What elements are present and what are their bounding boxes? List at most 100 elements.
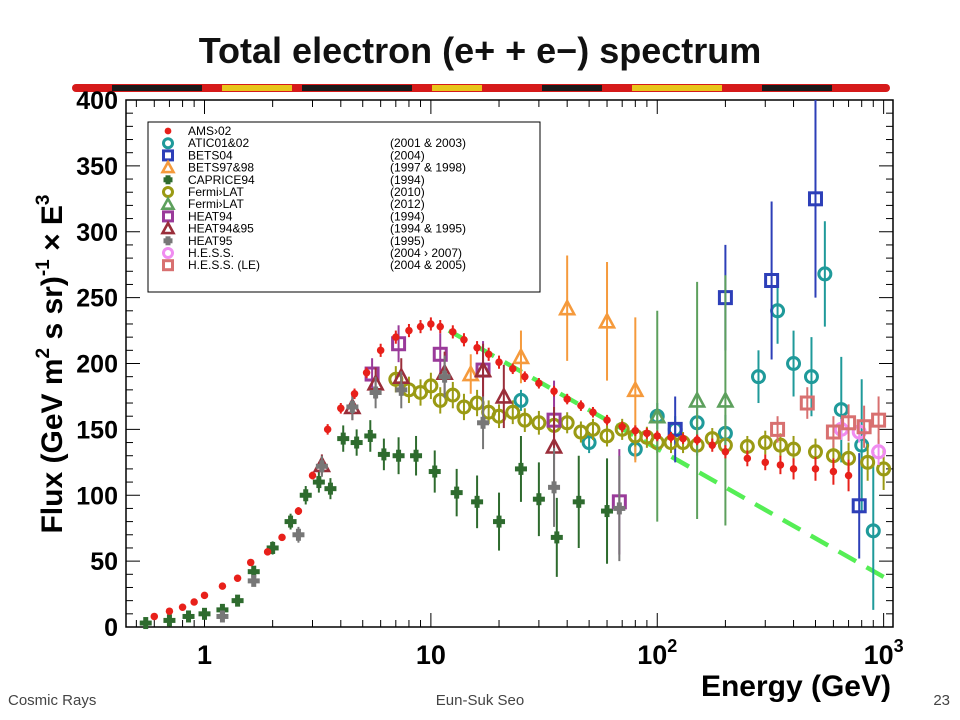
- data-point: [757, 435, 773, 451]
- data-point: [648, 406, 667, 424]
- data-point: [613, 502, 626, 515]
- legend-marker: [160, 159, 176, 174]
- data-point: [461, 364, 480, 382]
- data-point: [514, 462, 527, 475]
- slide-title: Total electron (e+ + e−) spectrum: [198, 30, 762, 71]
- data-point: [346, 400, 359, 413]
- data-point: [532, 493, 545, 506]
- data-point: [139, 617, 152, 630]
- data-point: [550, 531, 563, 544]
- data-point: [776, 461, 785, 469]
- data-point: [871, 412, 887, 428]
- data-point: [266, 541, 279, 554]
- legend-year: (2004): [390, 148, 425, 162]
- data-point: [811, 465, 820, 473]
- data-point: [247, 574, 260, 587]
- data-point: [413, 384, 429, 400]
- data-point: [572, 495, 585, 508]
- data-point: [495, 358, 503, 366]
- legend-label: ATIC01&02: [188, 136, 249, 150]
- data-point: [531, 415, 547, 431]
- data-point: [178, 603, 187, 611]
- data-point: [764, 272, 780, 288]
- data-point: [511, 347, 531, 365]
- data-point: [589, 408, 597, 416]
- y-axis-label: Flux (GeV m2 s sr)-1 × E3: [33, 194, 69, 533]
- data-point: [190, 598, 198, 606]
- data-point: [392, 333, 400, 341]
- data-point: [364, 429, 377, 442]
- series-11: [770, 387, 887, 448]
- data-point: [432, 392, 448, 408]
- data-point: [721, 448, 730, 456]
- data-point: [653, 432, 662, 440]
- data-point: [513, 392, 529, 408]
- data-point: [772, 437, 788, 453]
- data-point: [521, 372, 529, 381]
- legend-year: (1995): [390, 234, 425, 248]
- data-point: [477, 416, 490, 429]
- y-tick-label: 50: [90, 548, 118, 576]
- data-point: [456, 399, 472, 415]
- data-point: [315, 460, 328, 473]
- series-4: [139, 420, 614, 630]
- data-point: [308, 471, 317, 480]
- data-point: [844, 471, 853, 480]
- data-point: [231, 594, 244, 607]
- data-point: [165, 607, 174, 615]
- data-point: [789, 465, 798, 473]
- legend-label: H.E.S.S. (LE): [188, 258, 260, 272]
- data-point: [786, 356, 802, 371]
- data-point: [216, 610, 229, 623]
- legend-marker: [162, 247, 174, 259]
- data-point: [473, 343, 481, 352]
- y-tick-label: 100: [76, 482, 118, 510]
- data-point: [182, 610, 195, 623]
- series-0: [150, 317, 853, 621]
- data-point: [817, 266, 833, 282]
- data-point: [548, 481, 561, 494]
- legend-marker: [160, 196, 176, 210]
- data-point: [599, 428, 615, 444]
- data-point: [535, 379, 543, 388]
- x-tick-label: 102: [637, 636, 677, 670]
- data-point: [871, 444, 887, 460]
- legend-marker: [163, 236, 173, 246]
- legend-year: (2010): [390, 185, 425, 199]
- data-point: [865, 523, 881, 539]
- data-point: [494, 386, 513, 404]
- data-point: [423, 378, 439, 394]
- data-point: [491, 408, 507, 424]
- legend-year: (2012): [390, 197, 425, 211]
- data-point: [198, 607, 211, 620]
- data-point: [369, 386, 382, 399]
- data-point: [473, 360, 493, 378]
- data-point: [509, 365, 517, 373]
- data-point: [581, 435, 597, 451]
- legend-label: AMS›02: [188, 124, 232, 138]
- legend-label: BETS97&98: [188, 161, 254, 175]
- data-point: [436, 322, 444, 331]
- data-point: [597, 311, 617, 329]
- x-tick-label: 103: [864, 636, 904, 670]
- x-tick-label: 1: [197, 640, 212, 670]
- data-point: [427, 320, 435, 328]
- title-divider-bar: [72, 84, 890, 92]
- data-point: [233, 574, 242, 583]
- footer-author: Eun-Suk Seo: [435, 692, 525, 709]
- legend-label: CAPRICE94: [188, 173, 255, 187]
- data-point: [643, 429, 651, 438]
- data-point: [716, 390, 735, 408]
- data-point: [743, 454, 752, 463]
- legend-label: HEAT94: [188, 209, 233, 223]
- data-point: [449, 328, 457, 336]
- data-point: [410, 449, 423, 462]
- legend-year: (1994): [390, 209, 425, 223]
- data-point: [603, 416, 611, 424]
- page-number: 23: [933, 692, 950, 709]
- data-point: [350, 390, 359, 398]
- data-point: [550, 387, 558, 395]
- data-point: [585, 421, 601, 437]
- legend-label: BETS04: [188, 148, 233, 162]
- data-point: [471, 495, 484, 508]
